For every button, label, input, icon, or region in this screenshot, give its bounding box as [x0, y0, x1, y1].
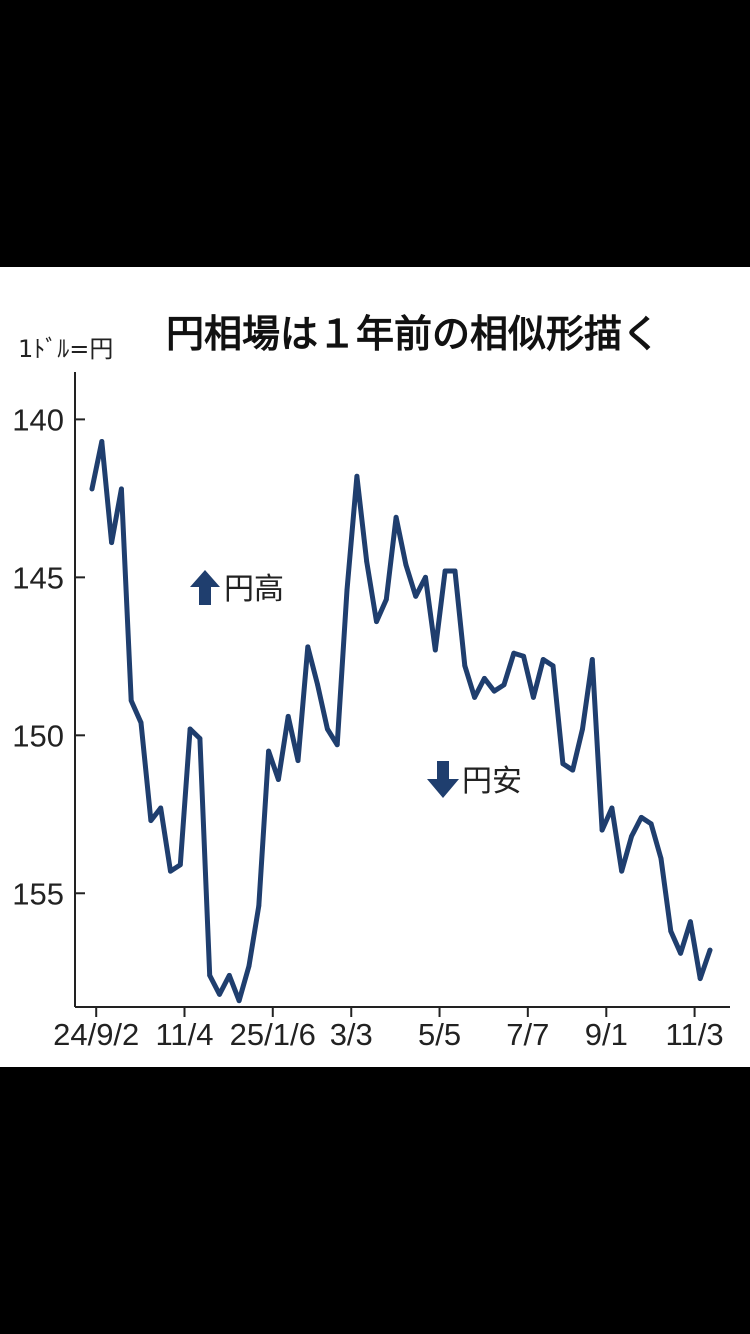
data-point: [442, 568, 448, 574]
data-point: [168, 868, 173, 874]
data-point: [138, 720, 144, 726]
x-tick-label: 11/4: [155, 1017, 213, 1052]
series-points: [89, 439, 713, 1004]
y-tick-label: 150: [12, 718, 64, 753]
data-point: [491, 688, 497, 694]
data-point: [481, 676, 487, 681]
data-point: [325, 726, 330, 732]
data-point: [119, 486, 124, 492]
x-ticks: 24/9/2 11/4 25/1/6 3/3 5/5 7/7 9/1 11/3: [53, 1007, 724, 1052]
y-tick-label: 140: [12, 402, 64, 437]
data-point: [295, 758, 301, 763]
data-point: [511, 650, 517, 656]
data-point: [540, 657, 546, 662]
data-point: [236, 998, 242, 1004]
x-tick-label: 24/9/2: [53, 1017, 139, 1052]
data-point: [266, 748, 271, 754]
x-tick-label: 11/3: [666, 1017, 724, 1052]
series-line: [89, 439, 713, 1004]
x-tick-label: 9/1: [585, 1017, 628, 1052]
data-point: [344, 587, 350, 593]
data-point: [687, 919, 693, 925]
data-point: [197, 736, 203, 741]
y-axis-unit-label: 1ﾄﾞﾙ=円: [18, 335, 113, 363]
data-point: [354, 473, 360, 479]
data-point: [315, 682, 321, 688]
data-point: [531, 694, 536, 700]
data-point: [462, 663, 468, 669]
data-point: [697, 976, 703, 981]
data-point: [305, 644, 311, 650]
data-point: [246, 963, 252, 969]
data-point: [374, 619, 379, 624]
data-point: [423, 574, 428, 580]
chart-panel: 円相場は１年前の相似形描く 1ﾄﾞﾙ=円 140 145 150 155 24/9/2…: [0, 267, 750, 1067]
data-point: [638, 815, 644, 820]
y-ticks: 140 145 150 155: [12, 402, 85, 911]
x-tick-label: 3/3: [330, 1017, 373, 1052]
y-tick-label: 155: [12, 876, 64, 911]
data-point: [383, 597, 389, 602]
data-point: [148, 818, 154, 824]
data-point: [658, 856, 664, 861]
data-point: [334, 742, 340, 748]
y-tick-label: 145: [12, 560, 64, 595]
data-point: [207, 973, 213, 978]
data-point: [560, 761, 566, 767]
data-point: [177, 862, 183, 868]
data-point: [707, 947, 713, 953]
data-point: [217, 991, 222, 997]
data-point: [619, 868, 625, 874]
annotation-yen-weak: 円安: [427, 761, 522, 799]
data-point: [452, 568, 458, 574]
bottom-black-band: [0, 1067, 750, 1334]
data-point: [364, 559, 370, 564]
data-point: [128, 698, 134, 703]
data-point: [256, 903, 262, 909]
x-tick-label: 5/5: [418, 1017, 461, 1052]
data-point: [609, 805, 615, 811]
data-point: [668, 928, 674, 934]
data-point: [501, 682, 507, 688]
data-point: [472, 694, 477, 700]
data-point: [275, 777, 281, 782]
data-point: [599, 827, 605, 833]
data-point: [109, 540, 115, 545]
data-point: [432, 647, 438, 653]
x-tick-label: 25/1/6: [230, 1017, 316, 1052]
data-point: [403, 562, 409, 568]
chart-title: 円相場は１年前の相似形描く: [166, 312, 660, 356]
down-arrow-icon: [427, 761, 459, 798]
x-tick-label: 7/7: [506, 1017, 549, 1052]
data-point: [99, 439, 105, 444]
data-point: [413, 593, 419, 599]
data-point: [678, 950, 683, 956]
data-point: [187, 726, 193, 732]
data-point: [393, 514, 399, 520]
data-point: [521, 653, 527, 659]
annotation-text-yen-strong: 円高: [224, 572, 284, 607]
yen-rate-chart: 円相場は１年前の相似形描く 1ﾄﾞﾙ=円 140 145 150 155 24/9/2…: [12, 312, 730, 1052]
data-point: [550, 663, 556, 669]
data-point: [580, 726, 585, 732]
up-arrow-icon: [190, 570, 220, 605]
data-point: [648, 821, 654, 827]
data-point: [226, 973, 232, 978]
data-point: [89, 486, 95, 492]
top-black-band: [0, 0, 750, 267]
data-point: [285, 713, 291, 719]
annotation-text-yen-weak: 円安: [462, 764, 522, 799]
data-point: [570, 767, 576, 773]
data-point: [629, 834, 634, 839]
data-point: [589, 657, 595, 662]
data-point: [158, 805, 164, 811]
annotation-yen-strong: 円高: [190, 570, 284, 607]
